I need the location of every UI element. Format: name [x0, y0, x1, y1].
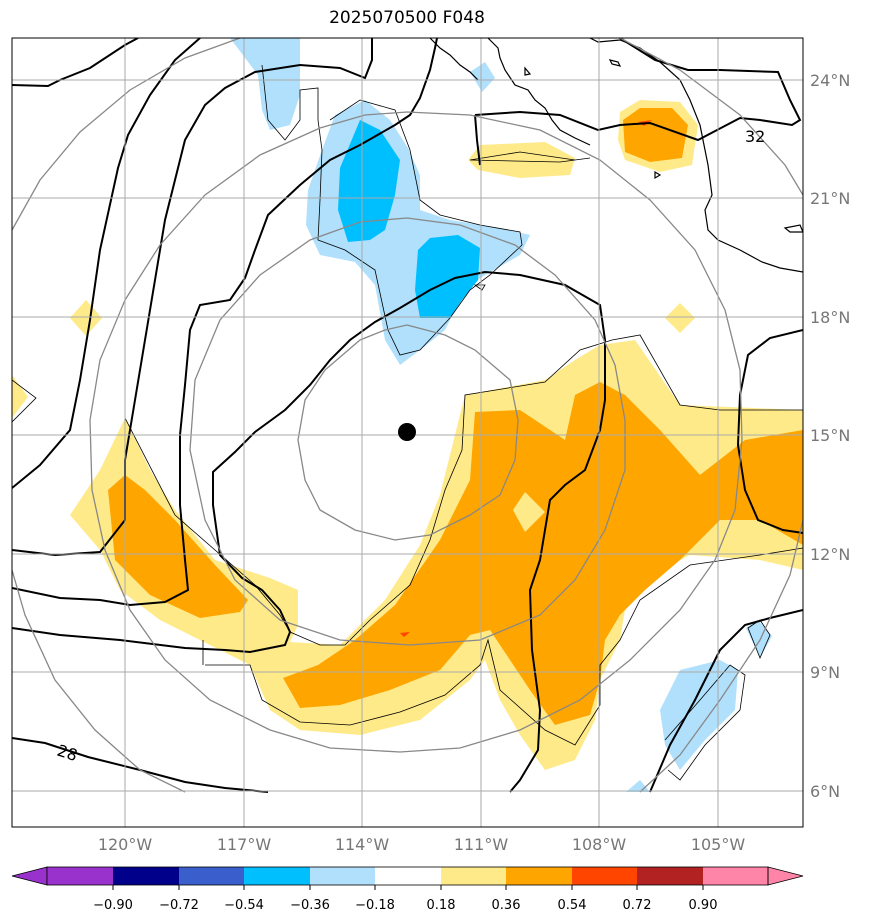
colorbar-segment	[375, 867, 441, 885]
colorbar-label: −0.90	[93, 898, 133, 913]
colorbar-segment	[506, 867, 572, 885]
lon-tick: 120°W	[98, 835, 153, 854]
colorbar-low-extension	[11, 866, 48, 886]
latitude-tick-labels: 24°N 21°N 18°N 15°N 12°N 9°N 6°N	[810, 71, 850, 801]
colorbar-label: 0.72	[623, 898, 652, 913]
colorbar-segment	[244, 867, 310, 885]
lon-tick: 114°W	[335, 835, 390, 854]
lat-tick: 15°N	[810, 426, 850, 445]
colorbar-label: −0.54	[224, 898, 264, 913]
colorbar-frame	[46, 866, 769, 886]
lat-tick: 6°N	[810, 782, 840, 801]
lon-tick: 105°W	[691, 835, 746, 854]
map-title: 2025070500 F048	[329, 8, 485, 28]
colorbar-segment	[637, 867, 703, 885]
colorbar-label: 0.90	[689, 898, 718, 913]
lat-tick: 18°N	[810, 308, 850, 327]
lat-tick: 12°N	[810, 545, 850, 564]
anomaly-outlines	[12, 64, 803, 781]
map-area: 32 28	[12, 38, 803, 827]
colorbar-segment	[572, 867, 637, 885]
longitude-tick-labels: 120°W 117°W 114°W 111°W 108°W 105°W	[98, 835, 746, 854]
lon-tick: 108°W	[572, 835, 627, 854]
colorbar-segment	[441, 867, 506, 885]
negative-anomaly-cyan	[338, 120, 480, 318]
colorbar-label: −0.18	[355, 898, 395, 913]
lon-tick: 117°W	[217, 835, 272, 854]
colorbar-label: 0.18	[427, 898, 456, 913]
map-frame	[11, 37, 804, 828]
colorbar-segment	[310, 867, 375, 885]
colorbar-label: −0.36	[290, 898, 330, 913]
lat-tick: 24°N	[810, 71, 850, 90]
lat-tick: 21°N	[810, 189, 850, 208]
storm-radius-rings	[12, 38, 803, 793]
colorbar-ticks	[112, 885, 704, 890]
lat-lon-grid	[12, 38, 803, 827]
contour-label-32: 32	[745, 127, 765, 146]
colorbar-label: 0.36	[492, 898, 521, 913]
colorbar-segment	[703, 867, 768, 885]
colorbar-label: 0.54	[558, 898, 587, 913]
lon-tick: 111°W	[454, 835, 509, 854]
colorbar-segment	[113, 867, 179, 885]
colorbar-label: −0.72	[159, 898, 199, 913]
colorbar-segment	[179, 867, 244, 885]
colorbar: −0.90 −0.72 −0.54 −0.36 −0.18 0.18 0.36 …	[11, 866, 804, 913]
colorbar-segment	[47, 867, 113, 885]
colorbar-high-extension	[767, 866, 804, 886]
lat-tick: 9°N	[810, 663, 840, 682]
storm-center-dot	[398, 423, 416, 441]
